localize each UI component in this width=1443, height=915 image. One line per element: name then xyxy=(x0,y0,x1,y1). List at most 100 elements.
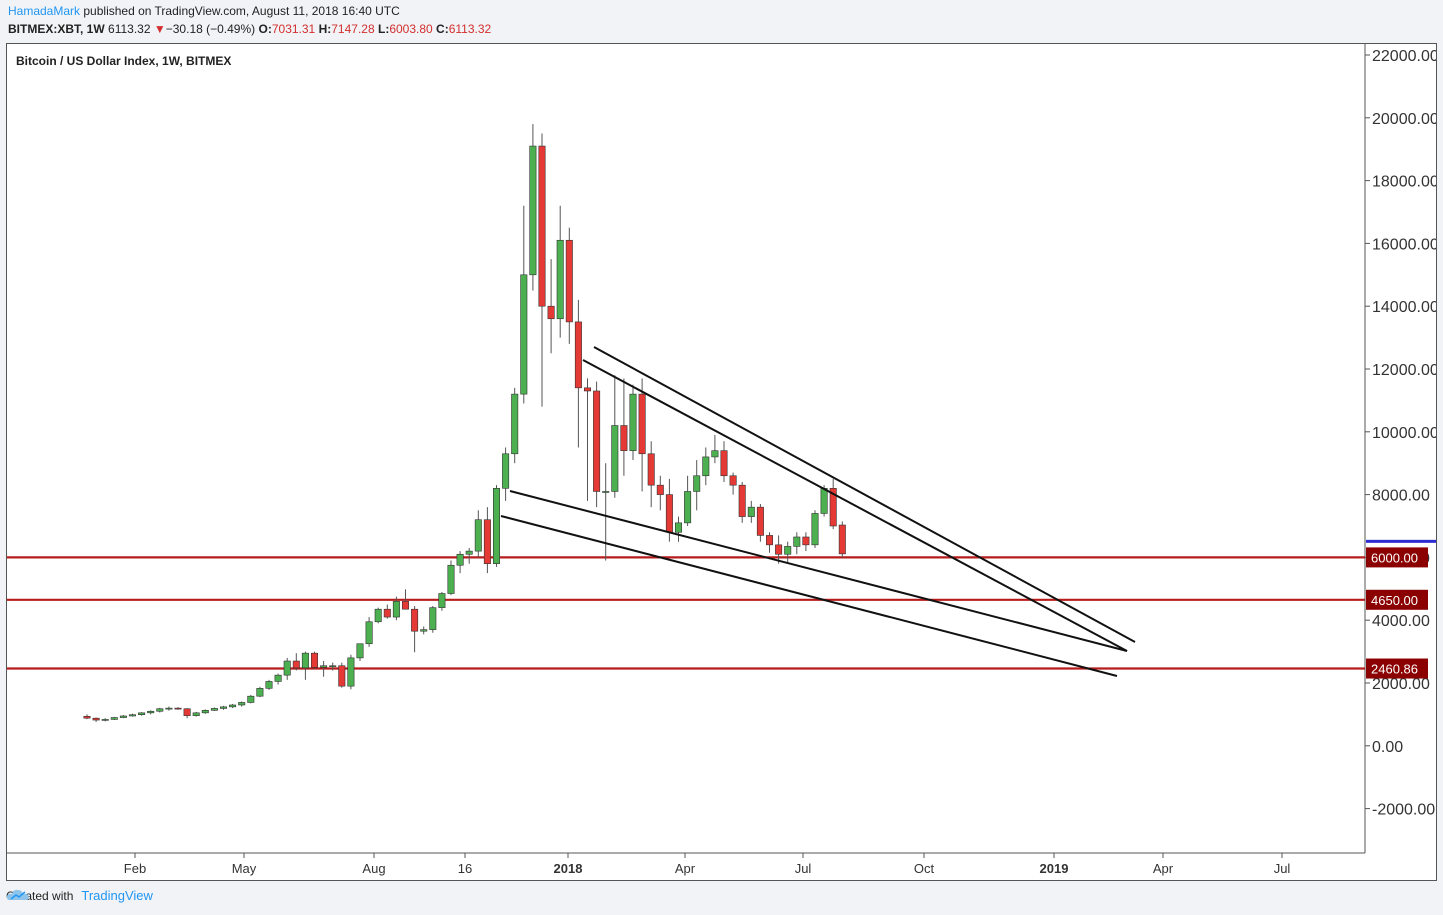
bullish-candle xyxy=(138,712,146,716)
bullish-candle xyxy=(438,593,446,608)
bullish-candle xyxy=(674,522,682,533)
bullish-candle xyxy=(747,506,755,517)
bearish-candle xyxy=(838,524,846,555)
bullish-candle xyxy=(520,274,528,395)
close-label: C: xyxy=(436,22,449,36)
level-price-tag xyxy=(1366,658,1428,679)
chart-container[interactable]: Bitcoin / US Dollar Index, 1W, BITMEX 220… xyxy=(6,43,1437,881)
bullish-candle xyxy=(820,488,828,514)
price-tick-label: 8000.00 xyxy=(1372,488,1430,505)
bullish-candle xyxy=(429,607,437,630)
open-label: O: xyxy=(258,22,272,36)
bullish-candle xyxy=(119,715,127,718)
bullish-candle xyxy=(347,657,355,687)
high-value: 7147.28 xyxy=(331,22,375,36)
bullish-candle xyxy=(165,707,173,710)
bearish-candle xyxy=(593,390,601,492)
time-tick-label: 2018 xyxy=(554,861,583,876)
bullish-candle xyxy=(365,621,373,645)
bullish-candle xyxy=(129,714,137,717)
bullish-candle xyxy=(474,519,482,552)
price-tick-label: 20000.00 xyxy=(1372,111,1436,128)
ohlc-line: BITMEX:XBT, 1W 6113.32 ▼−30.18 (−0.49%) … xyxy=(8,22,491,36)
bullish-candle xyxy=(229,704,237,708)
bullish-candle xyxy=(101,719,109,721)
bullish-candle xyxy=(811,513,819,546)
wedge-trendline xyxy=(582,359,1128,652)
bearish-candle xyxy=(620,425,628,451)
bearish-candle xyxy=(310,652,318,668)
bullish-candle xyxy=(511,393,519,455)
bullish-candle xyxy=(220,706,228,709)
bearish-candle xyxy=(829,488,837,527)
level-price-tag xyxy=(1366,547,1428,568)
bearish-candle xyxy=(565,239,573,323)
published-text: published on TradingView.com, August 11,… xyxy=(83,4,400,18)
bearish-candle xyxy=(383,608,391,618)
last-price: 6113.32 xyxy=(108,22,151,36)
bearish-candle xyxy=(583,387,591,392)
bearish-candle xyxy=(738,484,746,517)
level-price-label: 2460.86 xyxy=(1371,662,1418,677)
tradingview-cloud-icon xyxy=(6,889,30,900)
price-tick-label: -2000.00 xyxy=(1372,802,1435,819)
bullish-candle xyxy=(684,491,692,524)
time-tick-label: Aug xyxy=(362,861,385,876)
bullish-candle xyxy=(492,488,500,564)
bullish-candle xyxy=(556,239,564,320)
price-tick-label: 14000.00 xyxy=(1372,299,1436,316)
bullish-candle xyxy=(247,695,255,703)
bearish-candle xyxy=(338,665,346,687)
bullish-candle xyxy=(147,710,155,714)
author-link[interactable]: HamadaMark xyxy=(8,4,81,18)
bullish-candle xyxy=(784,546,792,555)
price-tick-label: 18000.00 xyxy=(1372,174,1436,191)
bullish-candle xyxy=(283,660,291,676)
bearish-candle xyxy=(638,393,646,455)
tradingview-brand-link[interactable]: TradingView xyxy=(81,888,153,903)
bullish-candle xyxy=(110,717,118,720)
bearish-candle xyxy=(183,708,191,716)
bullish-candle xyxy=(602,491,610,493)
bullish-candle xyxy=(256,688,264,697)
bearish-candle xyxy=(720,450,728,477)
price-tick-label: 10000.00 xyxy=(1372,425,1436,442)
price-chart[interactable]: Bitcoin / US Dollar Index, 1W, BITMEX 220… xyxy=(7,44,1436,880)
time-tick-label: Jul xyxy=(795,861,812,876)
bullish-candle xyxy=(238,702,246,706)
bullish-candle xyxy=(793,536,801,547)
bullish-candle xyxy=(502,453,510,489)
bullish-candle xyxy=(611,425,619,492)
bearish-candle xyxy=(756,506,764,536)
time-tick-label: 2019 xyxy=(1040,861,1069,876)
price-tick-label: 4000.00 xyxy=(1372,613,1430,630)
bearish-candle xyxy=(92,717,100,721)
change-down-icon: ▼ xyxy=(153,22,166,36)
low-value: 6003.80 xyxy=(389,22,433,36)
high-label: H: xyxy=(318,22,332,36)
bullish-candle xyxy=(465,550,473,555)
bearish-candle xyxy=(483,519,491,564)
bullish-candle xyxy=(456,553,464,566)
bearish-candle xyxy=(574,321,582,389)
bearish-candle xyxy=(292,660,300,669)
bearish-candle xyxy=(656,484,664,495)
bearish-candle xyxy=(647,453,655,486)
bearish-candle xyxy=(538,145,546,307)
publish-header: HamadaMark published on TradingView.com,… xyxy=(0,0,1443,44)
time-tick-label: Feb xyxy=(124,861,146,876)
bullish-candle xyxy=(711,450,719,458)
bullish-candle xyxy=(320,665,328,668)
bullish-candle xyxy=(265,681,273,689)
wedge-trendline xyxy=(500,515,1118,677)
price-tick-label: 0.00 xyxy=(1372,739,1403,756)
wedge-trendline xyxy=(509,490,1128,652)
bullish-candle xyxy=(156,708,164,712)
bullish-candle xyxy=(301,652,309,669)
low-label: L: xyxy=(377,22,390,36)
price-tick-label: 16000.00 xyxy=(1372,236,1436,253)
level-price-label: 6000.00 xyxy=(1371,550,1418,565)
time-tick-label: 16 xyxy=(458,861,472,876)
bearish-candle xyxy=(665,494,673,533)
bullish-candle xyxy=(356,643,364,659)
